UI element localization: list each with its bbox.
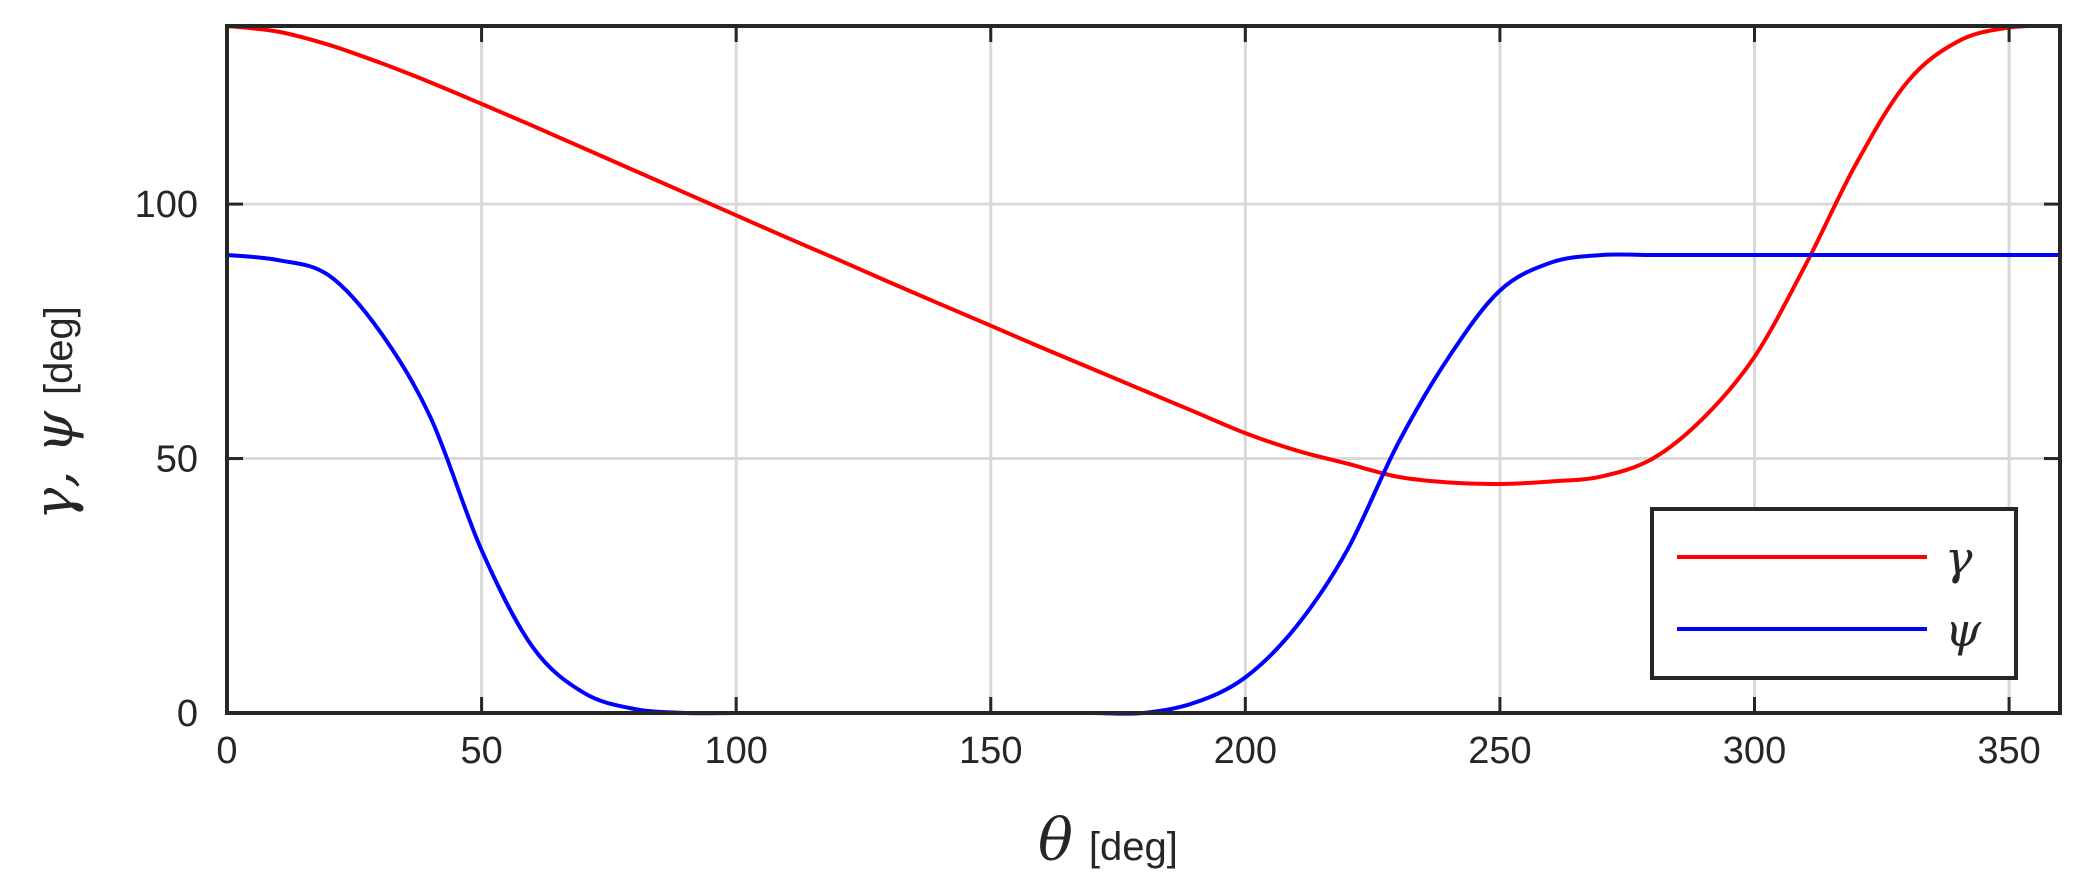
x-tick-label: 150	[959, 730, 1022, 772]
y-tick-label: 50	[156, 439, 198, 481]
x-tick-label: 200	[1214, 730, 1277, 772]
x-tick-label: 300	[1723, 730, 1786, 772]
x-tick-label: 250	[1468, 730, 1531, 772]
x-tick-label: 0	[216, 730, 237, 772]
legend: γ ψ	[1650, 507, 2018, 680]
x-tick-label: 100	[704, 730, 767, 772]
x-tick-labels: 0 50 100 150 200 250 300 350	[216, 730, 2040, 772]
series-line-gamma	[226, 23, 2061, 487]
x-axis-label: θ [deg]	[1038, 806, 1178, 874]
x-axis-unit: [deg]	[1089, 825, 1178, 869]
y-axis-label: γ, ψ [deg]	[22, 306, 85, 520]
legend-box	[1650, 507, 2018, 680]
y-tick-label: 0	[177, 693, 198, 735]
legend-label-gamma: γ	[1945, 531, 1973, 585]
grid	[227, 26, 2060, 713]
svg-text:γ, ψ [deg]: γ, ψ [deg]	[22, 306, 85, 520]
y-tick-label: 100	[135, 184, 198, 226]
axis-ticks	[225, 26, 2060, 715]
x-axis-symbol: θ	[1038, 806, 1073, 874]
x-tick-label: 350	[1977, 730, 2040, 772]
y-axis-symbols: γ, ψ	[22, 410, 85, 520]
y-tick-labels: 0 50 100	[135, 184, 198, 735]
svg-text:θ [deg]: θ [deg]	[1038, 806, 1178, 874]
x-tick-label: 50	[460, 730, 502, 772]
y-axis-unit: [deg]	[37, 306, 81, 395]
plot-frame	[225, 24, 2062, 715]
legend-label-psi: ψ	[1945, 603, 1982, 657]
